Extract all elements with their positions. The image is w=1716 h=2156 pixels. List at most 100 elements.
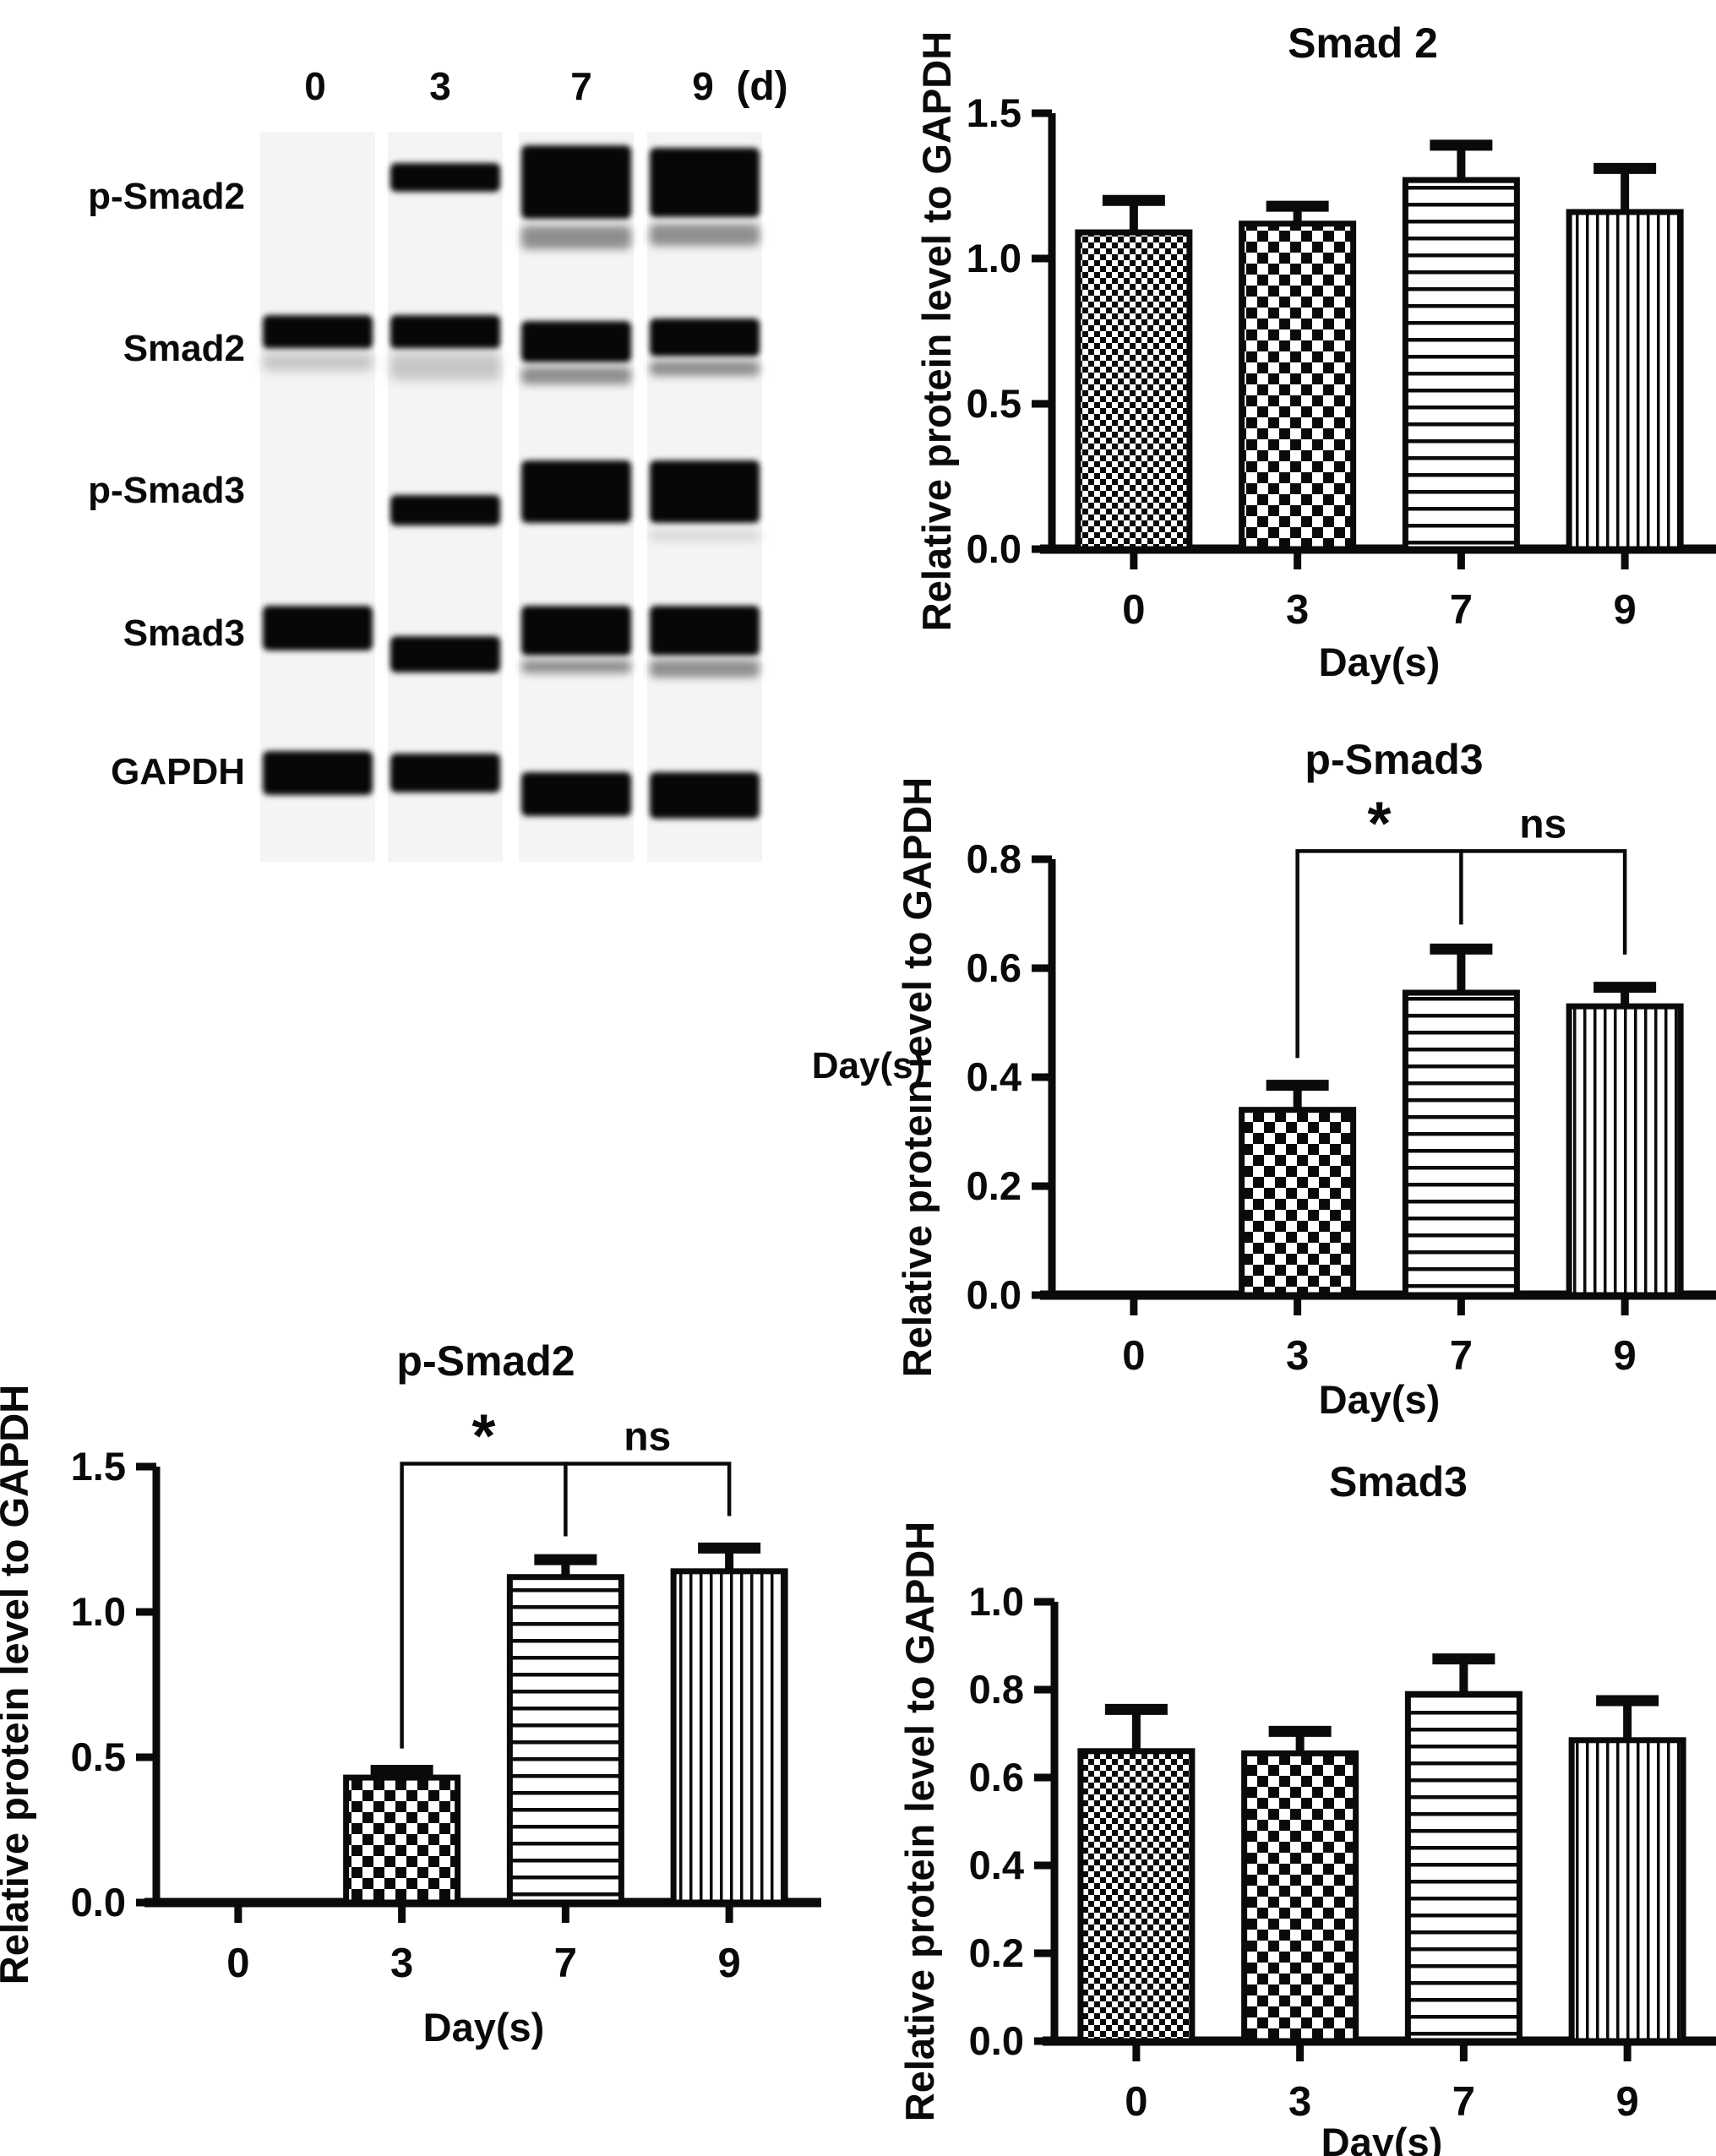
band-GAPDH-lane-3 xyxy=(390,754,500,792)
lane-label-7: 7 xyxy=(570,64,592,108)
band-Smad3-lane-9 xyxy=(650,606,760,656)
x-axis-label: Day(s) xyxy=(1319,1377,1441,1422)
band-p-Smad3-lane-7 xyxy=(521,460,631,523)
blot-row-label-p-Smad2: p-Smad2 xyxy=(88,176,245,217)
x-tick-label: 0 xyxy=(226,1941,249,1986)
blot-row-label-p-Smad3: p-Smad3 xyxy=(88,470,245,511)
x-tick-label: 7 xyxy=(1450,1333,1473,1379)
bar-day-9 xyxy=(1566,209,1684,553)
chart-smad3: Smad3 Relative protein level to GAPDH Day(… xyxy=(897,1457,1716,2156)
significance-bracket xyxy=(400,1462,568,1749)
y-tick-label: 0.6 xyxy=(967,945,1021,990)
band-Smad2-lane-3 xyxy=(390,315,500,349)
bar-day-0 xyxy=(1075,229,1193,553)
bar-day-7 xyxy=(1402,177,1520,553)
x-tick-label: 9 xyxy=(1615,2079,1638,2125)
y-tick-label: 1.0 xyxy=(969,1579,1024,1624)
chart-title: p-Smad3 xyxy=(1305,736,1483,783)
y-tick-label: 0.8 xyxy=(967,836,1021,881)
chart-title: Smad3 xyxy=(1329,1458,1468,1505)
x-tick-label: 7 xyxy=(554,1941,577,1986)
western-blot-panel: 0 3 7 9 (d) p-Smad2 Smad2 p-Smad3 Smad3 GAPDH xyxy=(68,46,794,870)
band-p-Smad3-lane-9 xyxy=(650,460,760,523)
band-Smad3-lane-7 xyxy=(521,660,631,673)
significance-ns-label: ns xyxy=(624,1415,671,1460)
y-axis-label: Relative protein level to GAPDH xyxy=(897,1522,942,2121)
band-GAPDH-lane-0 xyxy=(263,751,373,795)
y-tick-label: 0.6 xyxy=(969,1755,1024,1799)
band-Smad2-lane-3 xyxy=(390,353,500,380)
y-tick-label: 1.5 xyxy=(71,1444,126,1489)
chart-title: Smad 2 xyxy=(1288,19,1438,67)
x-axis-label: Day(s) xyxy=(1319,640,1441,684)
days-unit-label: (d) xyxy=(736,64,788,109)
y-tick-label: 0.8 xyxy=(969,1667,1024,1712)
x-tick-label: 3 xyxy=(1286,1333,1309,1379)
band-p-Smad2-lane-7 xyxy=(521,226,631,249)
band-Smad3-lane-3 xyxy=(390,636,500,672)
y-tick-label: 1.0 xyxy=(71,1589,126,1634)
y-tick-label: 0.0 xyxy=(967,1272,1021,1317)
x-tick-label: 3 xyxy=(390,1941,413,1986)
significance-star-label: * xyxy=(471,1403,495,1471)
bar-day-0 xyxy=(1077,1748,1196,2044)
bar-day-7 xyxy=(1404,1690,1523,2044)
blot-row-label-Smad3: Smad3 xyxy=(123,612,245,654)
band-p-Smad2-lane-3 xyxy=(390,163,500,192)
lane-label-9: 9 xyxy=(692,64,714,108)
blot-row-label-Smad2: Smad2 xyxy=(123,328,245,369)
x-tick-label: 0 xyxy=(1122,587,1145,633)
chart-smad2: Smad 2 Relative protein level to GAPDH Day… xyxy=(914,0,1716,686)
band-Smad3-lane-7 xyxy=(521,606,631,656)
band-Smad3-lane-9 xyxy=(650,660,760,678)
band-Smad2-lane-7 xyxy=(521,321,631,362)
band-p-Smad2-lane-9 xyxy=(650,224,760,246)
stray-days-label: Day(s) xyxy=(812,1045,926,1086)
bar-day-3 xyxy=(343,1774,461,1906)
band-GAPDH-lane-9 xyxy=(650,772,760,819)
blot-lane-3 xyxy=(388,132,503,862)
y-axis-label: Relative protein level to GAPDH xyxy=(0,1385,36,1984)
significance-bracket xyxy=(1461,849,1627,955)
chart-title: p-Smad2 xyxy=(396,1337,575,1385)
band-Smad2-lane-0 xyxy=(263,353,373,371)
band-p-Smad3-lane-9 xyxy=(650,532,760,539)
band-Smad2-lane-9 xyxy=(650,318,760,357)
y-tick-label: 0.5 xyxy=(967,381,1021,426)
y-tick-label: 0.0 xyxy=(967,526,1021,571)
y-tick-label: 0.4 xyxy=(967,1054,1021,1099)
chart-svg-psmad2: p-Smad2 Relative protein level to GAPDH Da… xyxy=(0,1337,821,2050)
bar-day-7 xyxy=(506,1574,624,1906)
x-tick-label: 9 xyxy=(1613,1333,1636,1379)
x-tick-label: 7 xyxy=(1450,587,1473,633)
band-Smad2-lane-7 xyxy=(521,367,631,384)
band-Smad3-lane-0 xyxy=(263,606,373,651)
lane-label-3: 3 xyxy=(429,64,451,108)
band-Smad2-lane-9 xyxy=(650,361,760,376)
y-axis-label: Relative protein level to GAPDH xyxy=(914,31,959,631)
band-p-Smad2-lane-9 xyxy=(650,148,760,217)
band-p-Smad2-lane-7 xyxy=(521,145,631,219)
significance-star-label: * xyxy=(1367,790,1391,858)
y-tick-label: 1.5 xyxy=(967,90,1021,135)
bar-day-9 xyxy=(1568,1737,1686,2044)
x-axis-label: Day(s) xyxy=(1321,2120,1443,2156)
x-tick-label: 9 xyxy=(1613,587,1636,633)
y-tick-label: 0.5 xyxy=(71,1734,126,1779)
blot-lane-9 xyxy=(647,132,762,862)
y-tick-label: 1.0 xyxy=(967,236,1021,280)
x-axis-label: Day(s) xyxy=(423,2005,545,2050)
blot-row-label-GAPDH: GAPDH xyxy=(111,751,245,792)
blot-lane-0 xyxy=(260,132,375,862)
band-GAPDH-lane-7 xyxy=(521,772,631,816)
x-tick-label: 0 xyxy=(1125,2079,1147,2125)
blot-lane-7 xyxy=(519,132,634,862)
bar-day-9 xyxy=(1566,1003,1684,1298)
y-tick-label: 0.0 xyxy=(969,2018,1024,2063)
significance-ns-label: ns xyxy=(1519,802,1566,847)
band-Smad2-lane-0 xyxy=(263,315,373,349)
y-axis-label: Relative proteın ıevel to GAPDH xyxy=(895,777,940,1377)
significance-bracket xyxy=(1295,849,1463,1059)
x-tick-label: 3 xyxy=(1288,2079,1311,2125)
